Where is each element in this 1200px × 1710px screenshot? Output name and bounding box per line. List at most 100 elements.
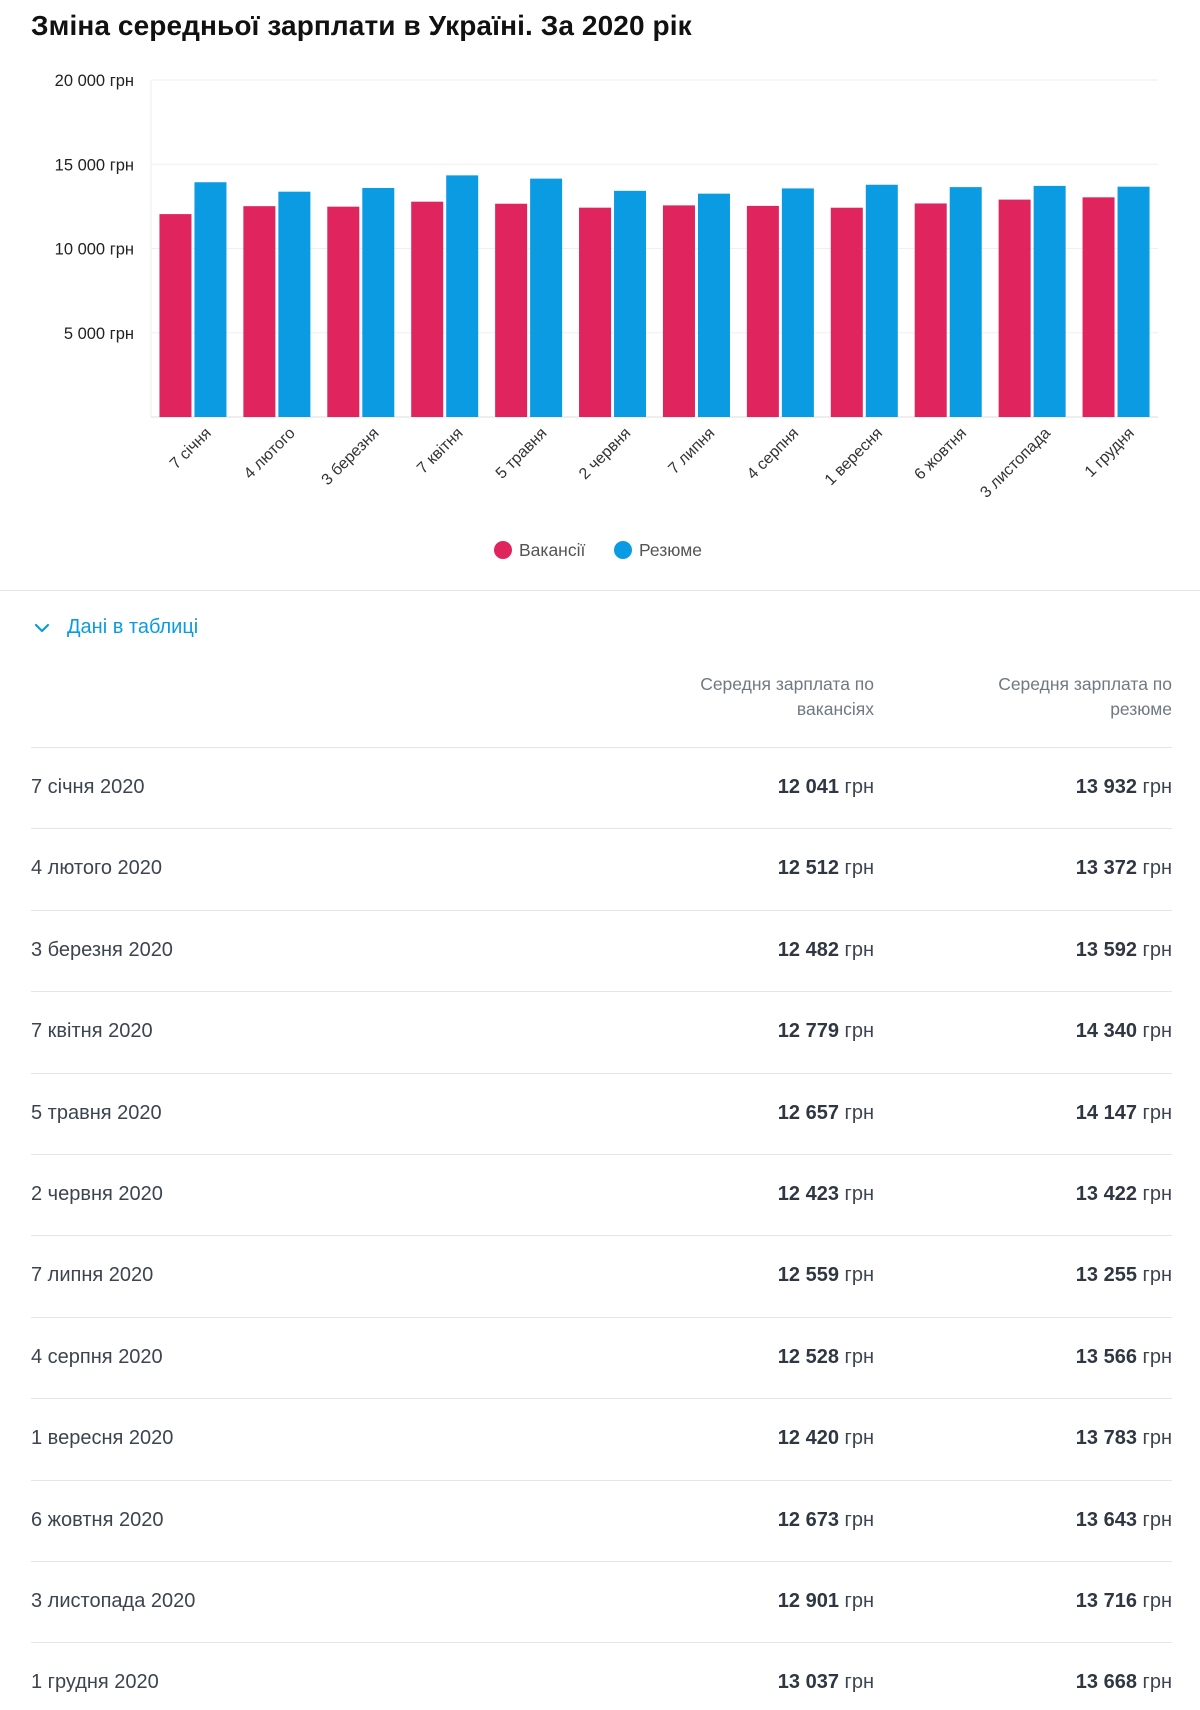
currency-unit: грн — [844, 1264, 874, 1287]
vacancies-amount: 12 482 — [777, 938, 839, 961]
bar-vacancies — [662, 205, 695, 417]
row-resumes-value: 13 932 грн — [1076, 776, 1172, 799]
y-axis-labels: 5 000 грн 10 000 грн 15 000 грн 20 000 грн — [55, 72, 134, 343]
row-resumes-value: 13 566 грн — [1076, 1346, 1172, 1369]
row-vacancies-value: 13 037 грн — [778, 1671, 874, 1694]
currency-unit: грн — [844, 1101, 874, 1124]
header-resumes: Середня зарплата по резюме — [998, 674, 1172, 719]
bar-vacancies — [327, 206, 360, 417]
y-tick-label: 5 000 грн — [64, 325, 134, 343]
currency-unit: грн — [844, 1671, 874, 1694]
row-vacancies-value: 12 528 грн — [778, 1346, 874, 1369]
table-row: 3 березня 2020 12 482 грн 13 592 грн — [31, 911, 1172, 993]
currency-unit: грн — [844, 1345, 874, 1368]
table-header: Середня зарплата по вакансіях Середня за… — [31, 670, 1172, 748]
bar-vacancies — [1082, 197, 1115, 417]
row-resumes-value: 13 783 грн — [1076, 1427, 1172, 1450]
vacancies-amount: 12 657 — [777, 1101, 839, 1124]
x-tick-label: 1 грудня — [1082, 425, 1138, 481]
table-toggle[interactable]: Дані в таблиці — [31, 616, 198, 639]
resumes-amount: 14 147 — [1075, 1101, 1137, 1124]
resumes-amount: 13 668 — [1075, 1671, 1137, 1694]
currency-unit: грн — [1142, 1671, 1172, 1694]
currency-unit: грн — [1142, 776, 1172, 798]
bar-resumes — [194, 182, 227, 417]
x-tick-label: 5 травня — [493, 425, 551, 483]
row-vacancies-value: 12 482 грн — [778, 939, 874, 962]
x-axis-labels: 7 січня 4 лютого 3 березня 7 квітня 5 травня… — [167, 425, 1138, 502]
header-vacancies: Середня зарплата по вакансіях — [700, 674, 874, 719]
row-vacancies-value: 12 420 грн — [778, 1427, 874, 1450]
row-vacancies-value: 12 657 грн — [778, 1102, 874, 1125]
row-vacancies-value: 12 901 грн — [778, 1590, 874, 1613]
resumes-amount: 13 932 — [1075, 776, 1137, 798]
currency-unit: грн — [1142, 1345, 1172, 1368]
legend-label: Вакансії — [519, 540, 585, 560]
row-resumes-value: 13 422 грн — [1076, 1183, 1172, 1206]
row-resumes-value: 13 643 грн — [1076, 1509, 1172, 1532]
legend-marker-resumes — [614, 541, 632, 559]
bar-resumes — [1033, 185, 1066, 417]
currency-unit: грн — [1142, 1589, 1172, 1612]
bar-resumes — [362, 187, 395, 417]
resumes-amount: 13 372 — [1075, 857, 1137, 880]
currency-unit: грн — [844, 1508, 874, 1531]
y-tick-label: 15 000 грн — [55, 156, 134, 174]
row-date: 2 червня 2020 — [31, 1182, 163, 1205]
currency-unit: грн — [1142, 938, 1172, 961]
section-divider — [0, 590, 1200, 591]
resumes-amount: 14 340 — [1075, 1020, 1137, 1043]
row-resumes-value: 13 592 грн — [1076, 939, 1172, 962]
resumes-amount: 13 783 — [1075, 1427, 1137, 1450]
row-date: 7 січня 2020 — [31, 776, 145, 798]
bar-resumes — [530, 178, 563, 417]
row-date: 6 жовтня 2020 — [31, 1508, 164, 1531]
bar-resumes — [446, 175, 479, 417]
currency-unit: грн — [844, 938, 874, 961]
table-row: 7 квітня 2020 12 779 грн 14 340 грн — [31, 992, 1172, 1074]
row-date: 1 вересня 2020 — [31, 1427, 174, 1450]
table-toggle-label: Дані в таблиці — [67, 616, 199, 638]
chart-title: Зміна середньої зарплати в Україні. За 2… — [31, 10, 692, 41]
currency-unit: грн — [844, 1182, 874, 1205]
bar-vacancies — [495, 203, 528, 417]
resumes-amount: 13 592 — [1075, 938, 1137, 961]
bar-resumes — [614, 190, 647, 417]
row-date: 4 лютого 2020 — [31, 857, 162, 880]
currency-unit: грн — [1142, 857, 1172, 880]
row-resumes-value: 13 255 грн — [1076, 1264, 1172, 1287]
currency-unit: грн — [844, 776, 874, 798]
x-tick-label: 1 вересня — [822, 425, 886, 489]
row-vacancies-value: 12 559 грн — [778, 1264, 874, 1287]
legend-marker-vacancies — [494, 541, 512, 559]
resumes-amount: 13 716 — [1075, 1589, 1137, 1612]
resumes-amount: 13 643 — [1075, 1508, 1137, 1531]
resumes-amount: 13 255 — [1075, 1264, 1137, 1287]
x-tick-label: 7 квітня — [414, 425, 466, 477]
row-date: 3 березня 2020 — [31, 938, 173, 961]
x-tick-label: 2 червня — [576, 425, 634, 483]
row-vacancies-value: 12 779 грн — [778, 1020, 874, 1043]
bar-resumes — [949, 187, 982, 417]
currency-unit: грн — [1142, 1427, 1172, 1450]
bar-vacancies — [411, 201, 444, 417]
bar-resumes — [865, 184, 898, 417]
vacancies-amount: 12 041 — [777, 776, 839, 798]
row-vacancies-value: 12 673 грн — [778, 1509, 874, 1532]
chart-legend: Вакансії Резюме — [494, 540, 702, 560]
vacancies-amount: 12 779 — [777, 1020, 839, 1043]
bar-resumes — [278, 191, 311, 417]
row-resumes-value: 13 716 грн — [1076, 1590, 1172, 1613]
bar-resumes — [697, 193, 730, 417]
row-vacancies-value: 12 512 грн — [778, 857, 874, 880]
currency-unit: грн — [844, 1020, 874, 1043]
vacancies-amount: 12 901 — [777, 1589, 839, 1612]
vacancies-amount: 12 559 — [777, 1264, 839, 1287]
currency-unit: грн — [1142, 1020, 1172, 1043]
table-row: 4 серпня 2020 12 528 грн 13 566 грн — [31, 1318, 1172, 1400]
x-tick-label: 4 серпня — [744, 425, 802, 483]
bar-vacancies — [914, 203, 947, 417]
table-row: 1 вересня 2020 12 420 грн 13 783 грн — [31, 1399, 1172, 1481]
vacancies-amount: 12 423 — [777, 1182, 839, 1205]
